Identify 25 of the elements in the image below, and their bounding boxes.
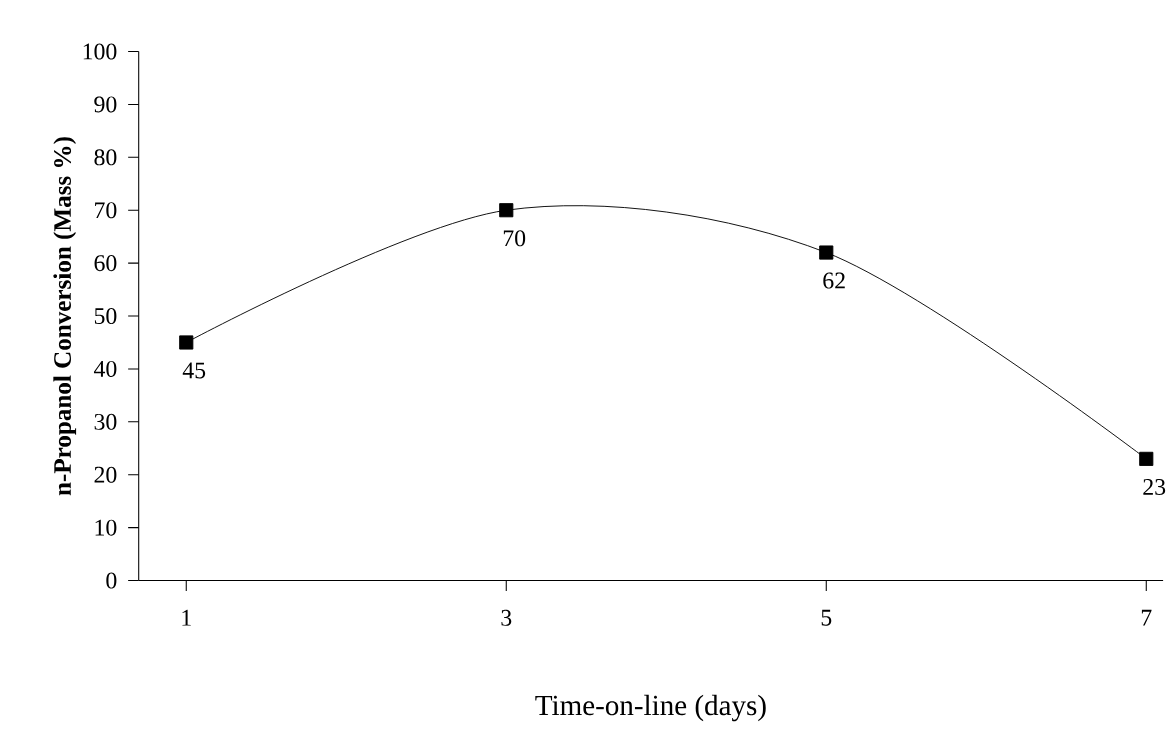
- y-tick-label: 100: [83, 43, 117, 60]
- x-tick-label: 1: [182, 609, 191, 626]
- y-tick-label: 50: [94, 308, 117, 325]
- y-tick-label: 80: [94, 149, 117, 166]
- y-tick-label: 30: [94, 413, 117, 430]
- y-tick-label: 70: [95, 202, 117, 219]
- y-axis-title: n-Propanol Conversion (Mass %): [53, 137, 77, 496]
- y-tick-label: 90: [94, 96, 117, 113]
- data-label: 45: [182, 362, 206, 379]
- data-label: 23: [1143, 478, 1166, 495]
- y-tick-label: 40: [93, 360, 117, 377]
- data-label: 62: [823, 272, 845, 289]
- y-tick-label: 20: [94, 466, 117, 483]
- y-tick-label: 0: [106, 572, 117, 589]
- y-tick-label: 60: [94, 255, 117, 272]
- point: [1139, 451, 1154, 466]
- y-tick-label: 10: [95, 519, 117, 536]
- x-tick-label: 5: [821, 609, 832, 626]
- point: [179, 335, 194, 350]
- x-tick-label: 3: [501, 609, 512, 626]
- data-label: 70: [503, 230, 526, 247]
- x-axis-title: Time-on-line (days): [535, 694, 766, 722]
- point: [819, 245, 834, 260]
- x-tick-label: 7: [1141, 609, 1152, 626]
- point: [499, 203, 514, 218]
